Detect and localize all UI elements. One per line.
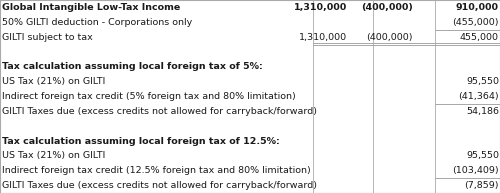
Text: (455,000): (455,000) — [452, 18, 499, 27]
Text: (7,859): (7,859) — [464, 181, 499, 190]
Text: 50% GILTI deduction - Corporations only: 50% GILTI deduction - Corporations only — [2, 18, 193, 27]
Text: Indirect foreign tax credit (12.5% foreign tax and 80% limitation): Indirect foreign tax credit (12.5% forei… — [2, 166, 311, 175]
Text: 54,186: 54,186 — [466, 107, 499, 116]
Text: 1,310,000: 1,310,000 — [294, 3, 348, 12]
Text: (400,000): (400,000) — [360, 3, 412, 12]
Text: US Tax (21%) on GILTI: US Tax (21%) on GILTI — [2, 77, 106, 86]
Text: 95,550: 95,550 — [466, 151, 499, 160]
Text: GILTI Taxes due (excess credits not allowed for carryback/forward): GILTI Taxes due (excess credits not allo… — [2, 107, 318, 116]
Text: 910,000: 910,000 — [456, 3, 499, 12]
Text: GILTI Taxes due (excess credits not allowed for carryback/forward): GILTI Taxes due (excess credits not allo… — [2, 181, 318, 190]
Text: GILTI subject to tax: GILTI subject to tax — [2, 33, 93, 42]
Text: US Tax (21%) on GILTI: US Tax (21%) on GILTI — [2, 151, 106, 160]
Text: (103,409): (103,409) — [452, 166, 499, 175]
Text: (400,000): (400,000) — [366, 33, 412, 42]
Text: Tax calculation assuming local foreign tax of 12.5%:: Tax calculation assuming local foreign t… — [2, 136, 280, 146]
Text: 1,310,000: 1,310,000 — [300, 33, 348, 42]
Text: 95,550: 95,550 — [466, 77, 499, 86]
Text: (41,364): (41,364) — [458, 92, 499, 101]
Text: Tax calculation assuming local foreign tax of 5%:: Tax calculation assuming local foreign t… — [2, 62, 263, 71]
Text: Global Intangible Low-Tax Income: Global Intangible Low-Tax Income — [2, 3, 181, 12]
Text: 455,000: 455,000 — [460, 33, 499, 42]
Text: Indirect foreign tax credit (5% foreign tax and 80% limitation): Indirect foreign tax credit (5% foreign … — [2, 92, 296, 101]
